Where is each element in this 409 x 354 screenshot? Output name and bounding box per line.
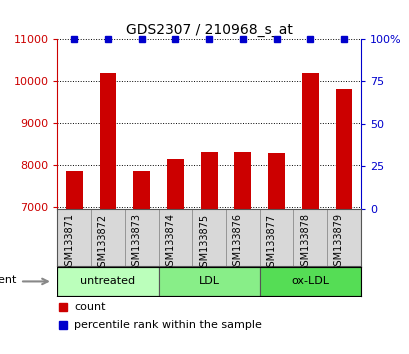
- Text: agent: agent: [0, 275, 17, 285]
- Bar: [133, 171, 150, 209]
- Text: LDL: LDL: [198, 276, 219, 286]
- Text: percentile rank within the sample: percentile rank within the sample: [74, 320, 261, 330]
- Text: GSM133877: GSM133877: [266, 213, 276, 273]
- Bar: [225, 209, 259, 266]
- Text: GSM133878: GSM133878: [299, 213, 310, 272]
- Bar: [267, 153, 284, 209]
- Bar: [158, 209, 192, 266]
- Bar: [57, 209, 91, 266]
- Bar: [192, 209, 225, 266]
- Bar: [200, 152, 217, 209]
- Bar: [259, 209, 293, 266]
- Bar: [234, 152, 251, 209]
- Bar: [166, 159, 183, 209]
- Text: untreated: untreated: [80, 276, 135, 286]
- Bar: [335, 89, 351, 209]
- Text: GSM133876: GSM133876: [232, 213, 242, 272]
- Bar: [124, 209, 158, 266]
- Bar: [158, 267, 259, 296]
- Text: GSM133875: GSM133875: [199, 213, 209, 273]
- Text: GSM133874: GSM133874: [165, 213, 175, 272]
- Bar: [259, 267, 360, 296]
- Text: GSM133872: GSM133872: [98, 213, 108, 273]
- Bar: [66, 171, 83, 209]
- Bar: [57, 267, 158, 296]
- Bar: [91, 209, 124, 266]
- Bar: [293, 209, 326, 266]
- Title: GDS2307 / 210968_s_at: GDS2307 / 210968_s_at: [125, 23, 292, 36]
- Text: ox-LDL: ox-LDL: [290, 276, 328, 286]
- Bar: [301, 73, 318, 209]
- Text: GSM133871: GSM133871: [64, 213, 74, 272]
- Text: count: count: [74, 302, 106, 312]
- Text: GSM133879: GSM133879: [333, 213, 343, 272]
- Bar: [326, 209, 360, 266]
- Text: GSM133873: GSM133873: [131, 213, 142, 272]
- Bar: [99, 73, 116, 209]
